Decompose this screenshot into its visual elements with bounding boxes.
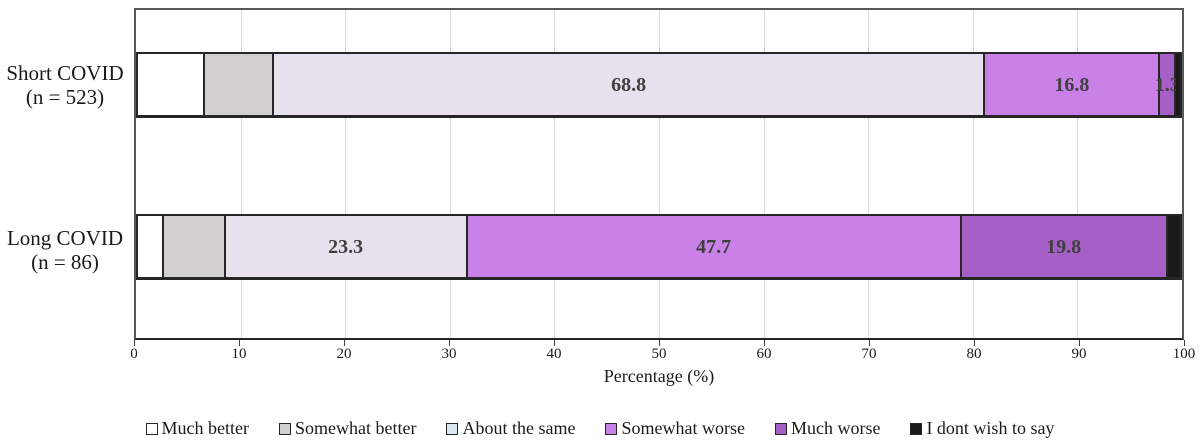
axis-tick-label: 40 bbox=[546, 346, 562, 362]
axis-tick bbox=[343, 340, 345, 346]
bar-row: 68.8 16.8 1.3 bbox=[136, 52, 1182, 118]
axis-tick bbox=[763, 340, 765, 346]
axis-tick-label: 50 bbox=[651, 346, 667, 362]
axis-tick-label: 20 bbox=[336, 346, 352, 362]
legend-swatch bbox=[910, 422, 923, 435]
legend-label: Somewhat worse bbox=[621, 418, 745, 438]
axis-tick bbox=[658, 340, 660, 346]
x-axis-title: Percentage (%) bbox=[603, 366, 715, 386]
segment-much-worse: 1.3 bbox=[1155, 54, 1180, 115]
segment-somewhat-better bbox=[163, 216, 226, 277]
plot-area: 68.8 16.8 1.3 23.3 47.7 19.8 bbox=[134, 8, 1184, 340]
category-label: Long COVID (n = 86) bbox=[0, 226, 130, 274]
category-label: Short COVID (n = 523) bbox=[0, 61, 130, 109]
legend-item-much-worse: Much worse bbox=[774, 418, 881, 439]
gridline bbox=[345, 10, 347, 338]
gridline bbox=[240, 10, 242, 338]
axis-tick-label: 60 bbox=[756, 346, 772, 362]
legend-label: About the same bbox=[462, 418, 576, 438]
segment-about-the-same: 68.8 bbox=[273, 54, 986, 115]
legend-swatch bbox=[145, 422, 158, 435]
axis-tick-label: 30 bbox=[441, 346, 457, 362]
gridline bbox=[449, 10, 451, 338]
axis-tick bbox=[973, 340, 975, 346]
category-name: Short COVID bbox=[6, 61, 124, 85]
segment-about-the-same: 23.3 bbox=[225, 216, 468, 277]
segment-somewhat-better bbox=[204, 54, 274, 115]
segment-much-better bbox=[138, 216, 164, 277]
data-label: 19.8 bbox=[1046, 235, 1082, 258]
axis-tick bbox=[868, 340, 870, 346]
bar-row: 23.3 47.7 19.8 bbox=[136, 214, 1182, 280]
data-label: 68.8 bbox=[611, 73, 647, 96]
segment-somewhat-worse: 16.8 bbox=[985, 54, 1161, 115]
gridline bbox=[763, 10, 765, 338]
axis-tick-label: 10 bbox=[231, 346, 247, 362]
segment-i-dont-wish-to-say bbox=[1175, 54, 1181, 115]
data-label: 1.3 bbox=[1154, 73, 1180, 96]
legend-item-somewhat-better: Somewhat better bbox=[279, 418, 416, 439]
legend-item-somewhat-worse: Somewhat worse bbox=[605, 418, 745, 439]
legend-item-much-better: Much better bbox=[145, 418, 250, 439]
legend-label: Much better bbox=[161, 418, 250, 438]
category-n: (n = 86) bbox=[31, 250, 99, 274]
legend-swatch bbox=[279, 422, 292, 435]
legend-label: I dont wish to say bbox=[926, 418, 1055, 438]
legend-swatch bbox=[605, 422, 618, 435]
data-label: 23.3 bbox=[328, 235, 364, 258]
gridline bbox=[554, 10, 556, 338]
axis-tick-label: 90 bbox=[1071, 346, 1087, 362]
axis-tick-label: 80 bbox=[966, 346, 982, 362]
axis-tick bbox=[238, 340, 240, 346]
gridline bbox=[972, 10, 974, 338]
legend-label: Much worse bbox=[790, 418, 881, 438]
axis-tick bbox=[448, 340, 450, 346]
legend-swatch bbox=[446, 422, 459, 435]
data-label: 47.7 bbox=[696, 235, 732, 258]
legend-item-about-the-same: About the same bbox=[446, 418, 575, 439]
axis-tick-label: 0 bbox=[130, 346, 138, 362]
segment-i-dont-wish-to-say bbox=[1167, 216, 1180, 277]
gridline bbox=[868, 10, 870, 338]
category-n: (n = 523) bbox=[25, 85, 105, 109]
axis-tick-label: 100 bbox=[1172, 346, 1196, 362]
legend: Much better Somewhat better About the same… bbox=[0, 418, 1200, 439]
segment-much-better bbox=[138, 54, 205, 115]
axis-tick bbox=[1183, 340, 1185, 346]
legend-label: Somewhat better bbox=[295, 418, 417, 438]
gridline bbox=[659, 10, 660, 338]
data-label: 16.8 bbox=[1054, 73, 1090, 96]
legend-swatch bbox=[774, 422, 787, 435]
axis-tick-label: 70 bbox=[861, 346, 877, 362]
legend-item-i-dont-wish-to-say: I dont wish to say bbox=[910, 418, 1054, 439]
axis-tick bbox=[133, 340, 135, 346]
axis-tick bbox=[1078, 340, 1080, 346]
segment-much-worse: 19.8 bbox=[961, 216, 1168, 277]
segment-somewhat-worse: 47.7 bbox=[467, 216, 962, 277]
gridline bbox=[1077, 10, 1079, 338]
category-name: Long COVID bbox=[6, 226, 124, 250]
axis-tick bbox=[553, 340, 555, 346]
